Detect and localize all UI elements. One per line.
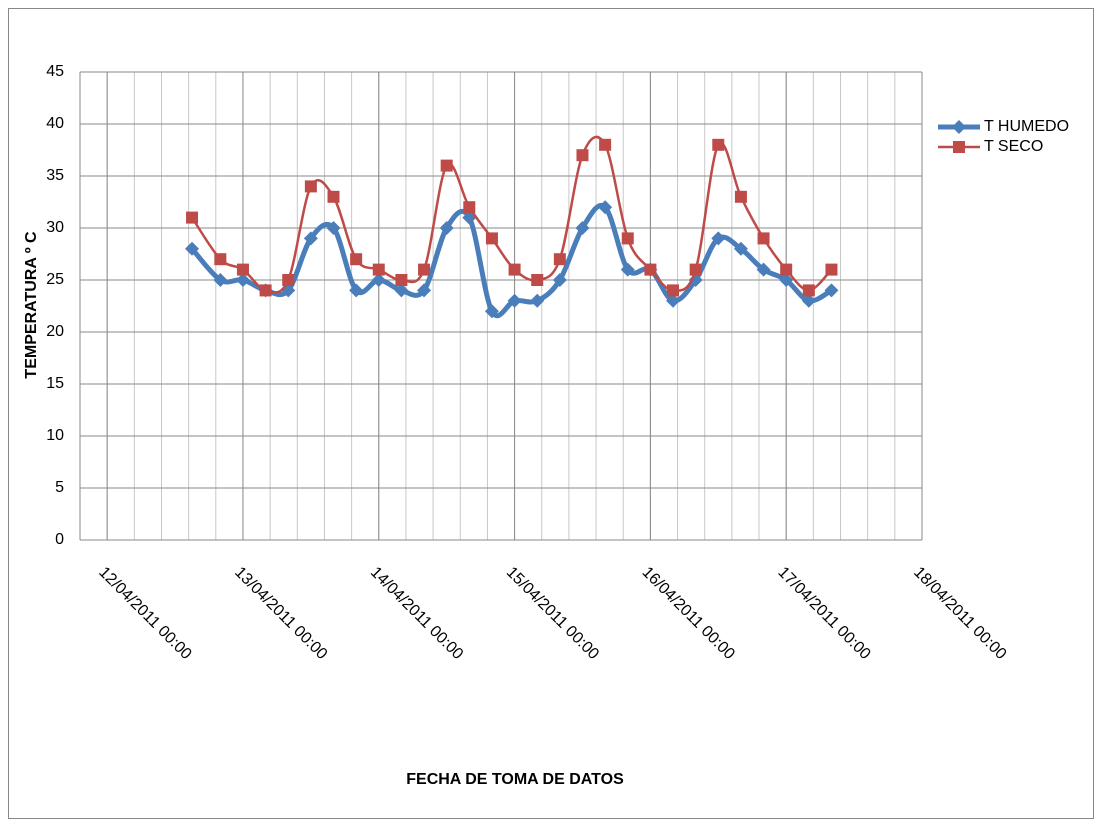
point [666, 293, 681, 308]
point [235, 273, 250, 287]
point [394, 283, 409, 298]
point [530, 293, 545, 308]
point [531, 274, 544, 286]
point [575, 221, 590, 235]
point [485, 232, 498, 245]
point [779, 273, 794, 287]
point [185, 241, 200, 256]
y-tick-label: 30 [46, 219, 64, 236]
point [186, 211, 199, 224]
point [440, 159, 453, 172]
point [303, 231, 318, 246]
point [463, 201, 476, 214]
point [689, 263, 702, 276]
point [734, 190, 747, 203]
point [417, 283, 432, 298]
point [371, 273, 386, 287]
point [418, 263, 431, 276]
point [395, 274, 408, 286]
point [598, 200, 613, 215]
point [553, 253, 566, 266]
point [484, 304, 499, 319]
point [802, 284, 815, 297]
point [552, 273, 567, 287]
point [824, 283, 839, 298]
point [711, 231, 726, 246]
point [620, 262, 635, 277]
point [213, 273, 228, 287]
y-tick-label: 5 [55, 479, 64, 496]
y-axis-title: TEMPERATURA º C [23, 231, 40, 379]
legend-label: T HUMEDO [984, 118, 1069, 135]
point [621, 232, 634, 245]
point [327, 190, 340, 203]
y-tick-label: 25 [46, 271, 64, 288]
point [236, 263, 249, 276]
point [259, 284, 272, 297]
point [507, 293, 522, 308]
point [350, 253, 363, 266]
point [214, 253, 227, 266]
point [644, 263, 657, 276]
legend-label: T SECO [984, 138, 1043, 155]
y-tick-label: 15 [46, 375, 64, 392]
y-tick-label: 40 [46, 115, 64, 132]
point [801, 293, 816, 308]
y-tick-label: 10 [46, 427, 64, 444]
point [667, 284, 680, 297]
x-axis-title: FECHA DE TOMA DE DATOS [406, 771, 624, 788]
plot-area [80, 72, 922, 540]
point [825, 263, 838, 276]
point [282, 274, 295, 286]
point [439, 221, 454, 235]
point [508, 263, 521, 276]
point [757, 232, 770, 245]
y-tick-label: 20 [46, 323, 64, 340]
legend-marker [952, 120, 966, 134]
point [326, 221, 341, 235]
legend-marker [953, 141, 965, 153]
point [756, 262, 771, 277]
point [349, 283, 364, 298]
point [599, 138, 612, 151]
point [576, 149, 589, 162]
point [780, 263, 793, 276]
y-tick-label: 45 [46, 63, 64, 80]
y-tick-label: 0 [55, 531, 64, 548]
point [304, 180, 317, 193]
point [372, 263, 385, 276]
point [733, 241, 748, 256]
y-tick-label: 35 [46, 167, 64, 184]
point [712, 138, 725, 151]
